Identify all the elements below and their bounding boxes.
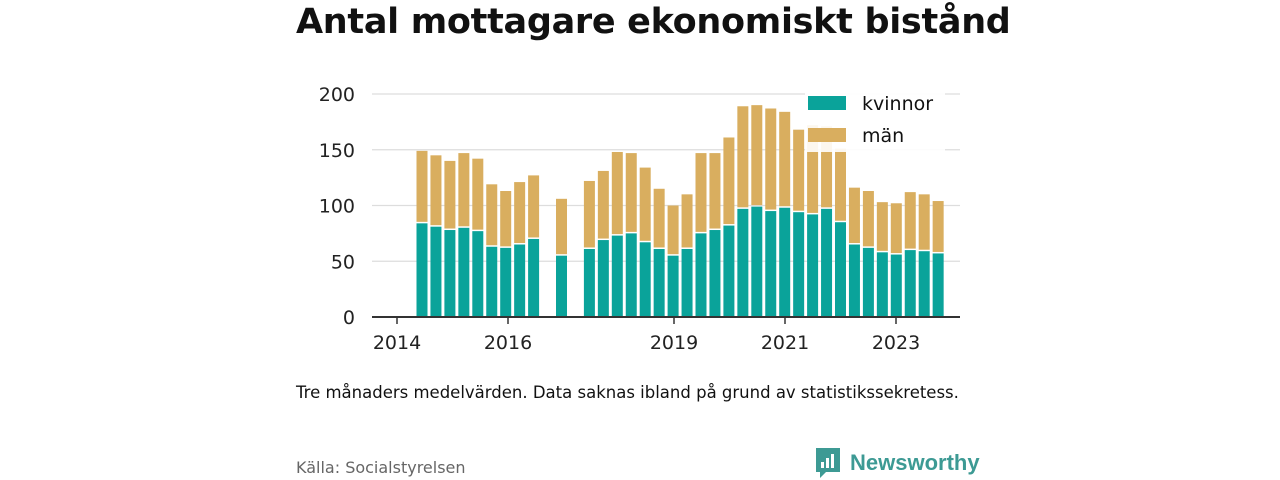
bar-kvinnor	[751, 206, 763, 317]
bar-man	[611, 151, 623, 235]
bar-man	[807, 125, 819, 213]
bar-man	[430, 155, 442, 226]
bar-man	[709, 153, 721, 229]
bar-kvinnor	[835, 222, 846, 317]
y-axis: 0 50 100 150 200	[319, 84, 355, 329]
bar-man	[862, 191, 874, 247]
bar-kvinnor	[514, 244, 526, 317]
bar-kvinnor	[737, 208, 749, 317]
bar-kvinnor	[779, 207, 791, 317]
bar-kvinnor	[416, 223, 428, 317]
bar-kvinnor	[918, 251, 930, 317]
source-label: Källa: Socialstyrelsen	[296, 458, 466, 477]
bar-man	[890, 203, 902, 254]
bar-kvinnor	[528, 238, 540, 317]
bar-kvinnor	[611, 235, 623, 317]
bar-man	[639, 167, 651, 241]
bar-kvinnor	[681, 248, 693, 317]
bar-man	[625, 153, 637, 232]
bar-man	[514, 182, 526, 244]
bar-kvinnor	[765, 211, 777, 317]
bar-man	[556, 198, 567, 255]
bar-man	[667, 205, 679, 255]
y-tick-label: 100	[319, 196, 355, 218]
bar-man	[779, 111, 791, 207]
x-axis: 2014 2016 2019 2021 2023	[372, 316, 960, 354]
bar-man	[835, 148, 846, 221]
brand-name: Newsworthy	[850, 450, 980, 475]
bar-man	[653, 188, 665, 248]
bar-man	[597, 170, 609, 239]
legend: kvinnor män	[805, 86, 945, 152]
bar-kvinnor	[890, 254, 902, 317]
bar-kvinnor	[876, 252, 888, 317]
bar-kvinnor	[472, 231, 484, 317]
bar-kvinnor	[793, 212, 805, 317]
newsworthy-brand: Newsworthy	[814, 446, 980, 480]
bar-kvinnor	[430, 226, 442, 317]
bar-man	[695, 153, 707, 232]
bar-kvinnor	[932, 253, 944, 317]
bar-kvinnor	[821, 208, 833, 317]
x-tick-label: 2021	[761, 332, 809, 354]
bar-kvinnor	[639, 242, 651, 317]
bar-kvinnor	[807, 214, 819, 317]
bar-man	[918, 194, 930, 250]
bar-kvinnor	[848, 244, 860, 317]
chart-title: Antal mottagare ekonomiskt bistånd	[296, 2, 1011, 42]
y-tick-label: 50	[331, 251, 355, 273]
newsworthy-logo-icon	[816, 448, 840, 478]
bar-kvinnor	[667, 255, 679, 317]
bar-kvinnor	[458, 227, 470, 317]
bar-kvinnor	[904, 250, 916, 317]
bar-kvinnor	[597, 240, 609, 317]
bar-man	[876, 202, 888, 251]
bar-kvinnor	[486, 246, 498, 317]
legend-swatch-man	[808, 128, 846, 142]
bar-kvinnor	[625, 233, 637, 317]
bar-kvinnor	[653, 248, 665, 317]
bar-kvinnor	[709, 230, 721, 317]
bar-man	[583, 180, 595, 248]
x-tick-label: 2014	[373, 332, 421, 354]
bar-kvinnor	[583, 248, 595, 317]
y-tick-label: 0	[343, 307, 355, 329]
bars	[416, 105, 944, 317]
legend-label-man: män	[862, 125, 904, 147]
bar-man	[848, 187, 860, 244]
bar-man	[416, 150, 428, 222]
bar-man	[486, 184, 498, 246]
chart-note: Tre månaders medelvärden. Data saknas ib…	[296, 383, 959, 402]
bar-man	[821, 126, 833, 208]
bar-man	[528, 175, 540, 238]
bar-man	[904, 192, 916, 249]
legend-swatch-kvinnor	[808, 96, 846, 110]
bar-kvinnor	[500, 247, 512, 317]
bar-kvinnor	[556, 255, 567, 317]
bar-man	[793, 129, 805, 211]
y-tick-label: 150	[319, 140, 355, 162]
bar-man	[681, 194, 693, 248]
x-tick-label: 2019	[650, 332, 698, 354]
bar-man	[458, 153, 470, 227]
bar-man	[723, 137, 735, 225]
bar-man	[500, 191, 512, 247]
bar-man	[765, 108, 777, 210]
bar-man	[932, 201, 944, 252]
bar-man	[444, 160, 456, 229]
legend-label-kvinnor: kvinnor	[862, 93, 933, 115]
bar-kvinnor	[695, 233, 707, 317]
bar-kvinnor	[444, 230, 456, 317]
stacked-bar-chart: 0 50 100 150 200 2014 2016 2019 2021 2023 kvinno…	[319, 84, 960, 354]
bar-man	[472, 158, 484, 230]
bar-man	[737, 106, 749, 208]
y-tick-label: 200	[319, 84, 355, 106]
bar-kvinnor	[723, 225, 735, 317]
bar-man	[751, 105, 763, 206]
x-tick-label: 2016	[484, 332, 532, 354]
bar-kvinnor	[862, 247, 874, 317]
x-tick-label: 2023	[872, 332, 920, 354]
